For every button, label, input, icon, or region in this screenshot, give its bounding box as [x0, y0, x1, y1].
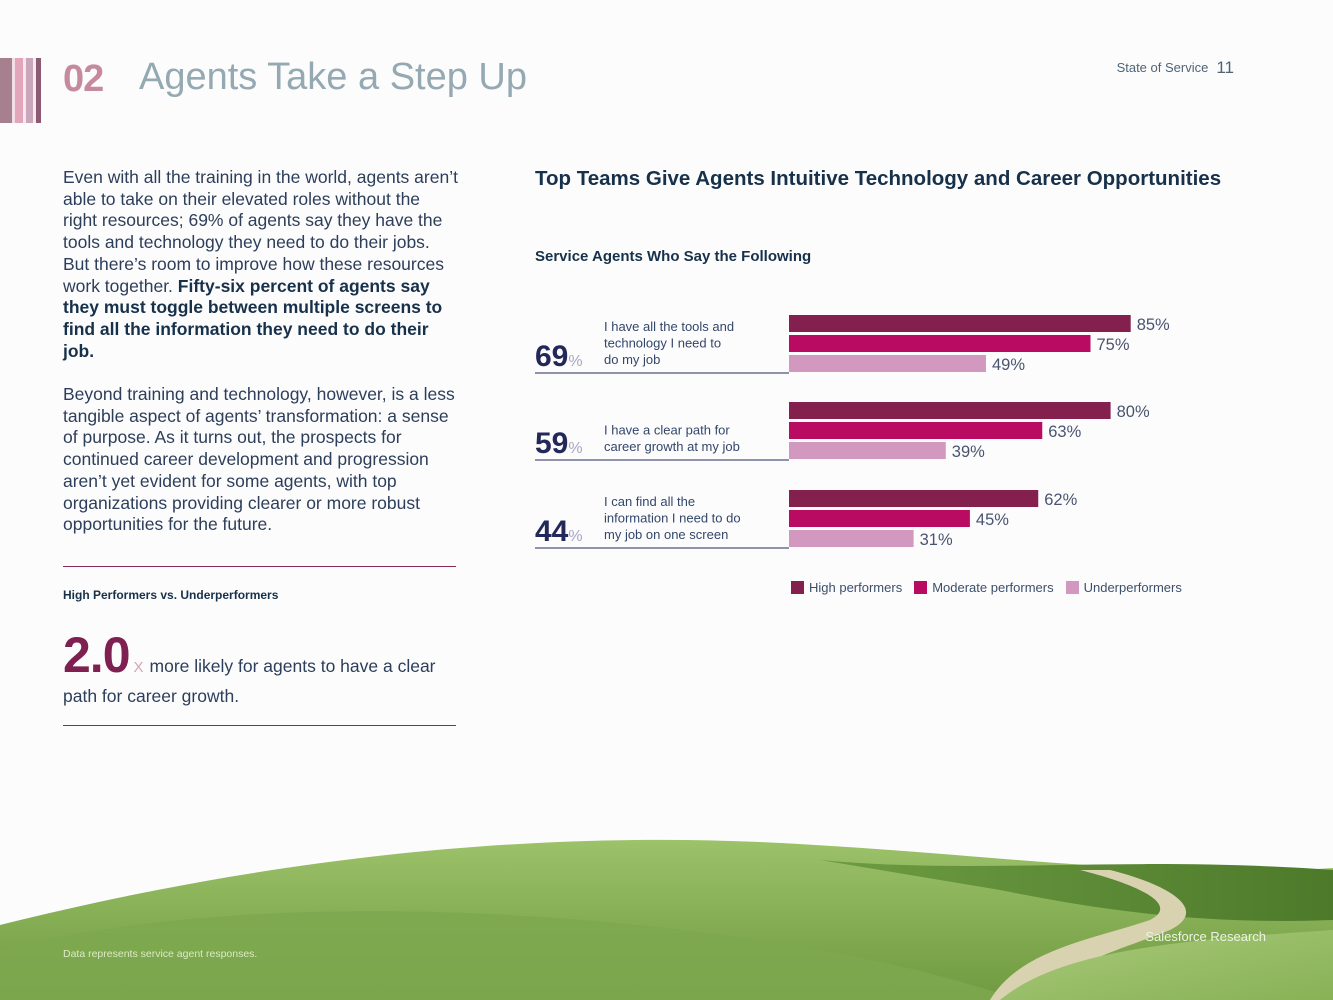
bar	[789, 490, 1039, 507]
legend-label: Moderate performers	[932, 580, 1054, 595]
category-label: my job on one screen	[604, 527, 728, 542]
bar	[789, 355, 986, 372]
callout-value: 2.0	[63, 627, 131, 683]
legend-item: Moderate performers	[914, 580, 1054, 595]
category-total: 59%	[535, 427, 583, 460]
category-label: I have a clear path for	[604, 423, 730, 438]
chart-title: Top Teams Give Agents Intuitive Technolo…	[535, 167, 1222, 190]
section-color-stripes	[0, 58, 41, 123]
bar-value-label: 31%	[920, 531, 953, 549]
legend-swatch	[791, 581, 804, 594]
stripe	[26, 58, 33, 123]
bar-value-label: 85%	[1137, 316, 1170, 334]
category-total: 44%	[535, 515, 583, 548]
bar-value-label: 45%	[976, 511, 1009, 529]
purpose-paragraph: Beyond training and technology, however,…	[63, 384, 455, 535]
bar-value-label: 49%	[992, 356, 1025, 374]
category-total-unit: %	[568, 353, 582, 370]
bar	[789, 335, 1091, 352]
bar	[789, 402, 1111, 419]
category-total-unit: %	[568, 528, 582, 545]
stripe	[36, 58, 41, 123]
category-label: do my job	[604, 352, 660, 367]
category-total-value: 59	[535, 427, 568, 460]
stripe	[33, 58, 36, 123]
bar-value-label: 80%	[1117, 403, 1150, 421]
callout-multiplier: X	[133, 659, 144, 676]
bar	[789, 510, 970, 527]
legend-item: High performers	[791, 580, 902, 595]
bar	[789, 530, 914, 547]
bar-chart: 69% I have all the tools and technology I …	[535, 315, 1170, 549]
category-label: career growth at my job	[604, 439, 740, 454]
brand-footer: Salesforce Research	[1145, 929, 1266, 944]
bar-value-label: 39%	[952, 443, 985, 461]
page-number: 11	[1216, 58, 1234, 77]
category-label: I have all the tools and	[604, 319, 734, 334]
running-header: State of Service 11	[1117, 57, 1234, 77]
bar-value-label: 63%	[1048, 423, 1081, 441]
footnote: Data represents service agent responses.	[63, 948, 258, 960]
section-title: Agents Take a Step Up	[139, 56, 527, 98]
category-label: information I need to do	[604, 511, 741, 526]
legend-label: High performers	[809, 580, 903, 595]
stripe	[23, 58, 26, 123]
landscape-hills-illustration	[0, 839, 1333, 1000]
legend-swatch	[1065, 581, 1079, 594]
bar	[789, 422, 1043, 439]
bar-value-label: 75%	[1097, 336, 1130, 354]
legend-swatch	[914, 581, 928, 594]
category-label: technology I need to	[604, 336, 721, 351]
chart-legend: High performers Moderate performers Underp…	[791, 580, 1182, 595]
intro-paragraph: Even with all the training in the world,…	[63, 167, 458, 362]
section-number: 02	[63, 58, 104, 100]
stripe	[15, 58, 23, 123]
callout-label: High Performers vs. Underperformers	[63, 588, 279, 602]
intro-paragraph-text: Even with all the training in the world,…	[63, 167, 458, 296]
legend-label: Underperformers	[1083, 580, 1182, 595]
category-label: I can find all the	[604, 494, 695, 509]
category-total-value: 44	[535, 515, 569, 548]
category-total: 69%	[535, 340, 583, 373]
bar-value-label: 62%	[1044, 491, 1077, 509]
bar	[789, 315, 1131, 332]
category-total-value: 69	[535, 340, 568, 373]
callout-bottom-divider	[63, 725, 456, 726]
callout-top-divider	[63, 566, 456, 567]
callout-text: more likely for agents to have a clear p…	[63, 656, 436, 706]
bar	[789, 442, 946, 459]
chart-subtitle: Service Agents Who Say the Following	[535, 248, 812, 265]
report-name: State of Service	[1116, 60, 1209, 75]
stripe	[0, 58, 12, 123]
stripe	[12, 58, 15, 123]
category-total-unit: %	[568, 440, 582, 457]
legend-item: Underperformers	[1065, 580, 1182, 595]
intro-paragraph-highlight: Fifty-six percent of agents say they mus…	[63, 275, 443, 361]
